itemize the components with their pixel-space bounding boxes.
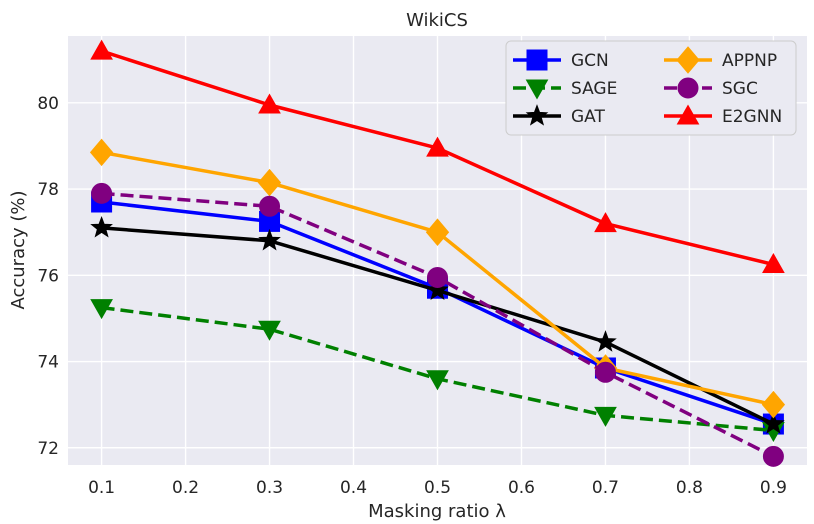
data-point [425,218,450,246]
data-point [259,195,281,217]
chart-title: WikiCS [406,10,468,31]
data-point [594,330,617,352]
series-sage [90,299,785,443]
data-point [89,138,114,167]
data-point [594,212,617,233]
x-tick-label: 0.6 [508,478,535,498]
y-tick-label: 74 [37,353,59,373]
data-point [427,266,448,288]
legend-label: SGC [722,79,758,99]
legend-label: APPNP [722,51,777,71]
legend-label: SAGE [571,79,617,99]
legend-label: E2GNN [722,107,782,127]
legend-item-sage: SAGE [513,79,617,100]
data-point [426,278,449,301]
data-point [762,252,785,273]
data-point [762,412,785,434]
legend-marker [676,104,700,125]
x-axis-label: Masking ratio λ [368,501,506,522]
y-axis-label: Accuracy (%) [8,190,29,309]
legend-item-appnp: APPNP [664,46,777,74]
data-point [90,299,113,320]
data-point [426,136,449,157]
x-tick-label: 0.9 [760,478,787,498]
legend-marker [525,104,549,126]
legend-item-gcn: GCN [513,49,609,71]
data-point [257,168,282,197]
legend: GCN SAGE GAT APPNP SGC E2GNN [505,40,797,136]
x-tick-label: 0.2 [172,478,199,498]
x-tick-label: 0.7 [592,478,619,498]
legend-box [505,40,797,136]
legend-marker [525,79,549,100]
legend-marker [526,49,548,71]
data-point [90,39,113,60]
legend-label: GCN [571,51,609,71]
series-sgc [91,182,784,467]
tick-labels: 0.1 0.2 0.3 0.4 0.5 0.6 0.7 0.8 0.9 72 74 76 78 80 [37,94,787,498]
legend-marker [676,46,700,74]
data-point [258,320,281,341]
x-tick-label: 0.8 [676,478,703,498]
x-tick-label: 0.3 [256,478,283,498]
x-tick-label: 0.4 [340,478,367,498]
legend-marker [677,77,699,99]
data-point [594,406,617,427]
x-tick-label: 0.1 [88,478,115,498]
series-gat [90,215,785,434]
legend-item-gat: GAT [513,104,605,127]
data-point [426,370,449,391]
series-layer [89,39,786,467]
y-tick-label: 80 [37,94,59,114]
data-point [258,228,281,251]
legend-label: GAT [571,107,605,127]
data-point [258,93,281,114]
legend-item-e2gnn: E2GNN [664,104,782,127]
data-point [594,361,616,383]
data-point [762,445,784,467]
data-point [90,215,113,238]
data-point [91,182,113,204]
y-tick-label: 76 [37,266,59,286]
legend-item-sgc: SGC [664,77,758,99]
data-point [761,390,786,419]
y-tick-label: 72 [37,439,59,459]
series-e2gnn [90,39,785,273]
x-tick-label: 0.5 [424,478,451,498]
y-tick-label: 78 [37,180,59,200]
